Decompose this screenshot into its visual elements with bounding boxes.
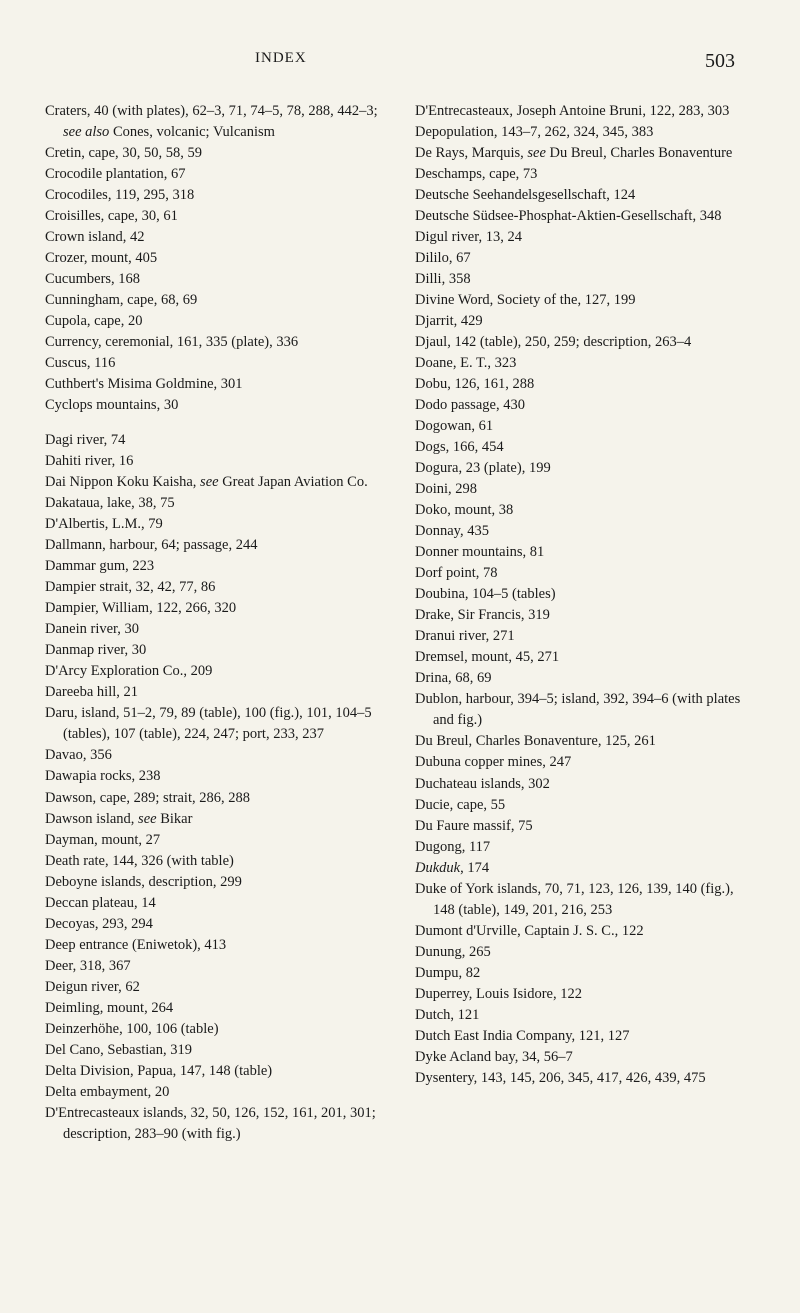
index-entry: Craters, 40 (with plates), 62–3, 71, 74–… bbox=[45, 101, 385, 143]
index-entry: Delta Division, Papua, 147, 148 (table) bbox=[45, 1061, 385, 1082]
index-entry: Dilli, 358 bbox=[415, 269, 755, 290]
index-entry: Doane, E. T., 323 bbox=[415, 353, 755, 374]
index-entry: Donner mountains, 81 bbox=[415, 542, 755, 563]
index-entry: Dareeba hill, 21 bbox=[45, 682, 385, 703]
index-entry: Dunung, 265 bbox=[415, 942, 755, 963]
index-entry: Dublon, harbour, 394–5; island, 392, 394… bbox=[415, 689, 755, 731]
index-entry: Danein river, 30 bbox=[45, 619, 385, 640]
index-entry: Deimling, mount, 264 bbox=[45, 998, 385, 1019]
index-entry: Dogura, 23 (plate), 199 bbox=[415, 458, 755, 479]
index-entry: Cuscus, 116 bbox=[45, 353, 385, 374]
index-entry: Duke of York islands, 70, 71, 123, 126, … bbox=[415, 879, 755, 921]
index-entry: Dranui river, 271 bbox=[415, 626, 755, 647]
index-entry: Dawson, cape, 289; strait, 286, 288 bbox=[45, 788, 385, 809]
index-entry: Dililo, 67 bbox=[415, 248, 755, 269]
index-entry: De Rays, Marquis, see Du Breul, Charles … bbox=[415, 143, 755, 164]
index-entry: Delta embayment, 20 bbox=[45, 1082, 385, 1103]
index-entry: Doko, mount, 38 bbox=[415, 500, 755, 521]
index-entry: Dallmann, harbour, 64; passage, 244 bbox=[45, 535, 385, 556]
index-entry: Dumont d'Urville, Captain J. S. C., 122 bbox=[415, 921, 755, 942]
index-entry: Dogs, 166, 454 bbox=[415, 437, 755, 458]
index-entry: Digul river, 13, 24 bbox=[415, 227, 755, 248]
index-entry: Cuthbert's Misima Goldmine, 301 bbox=[45, 374, 385, 395]
index-entry: Dysentery, 143, 145, 206, 345, 417, 426,… bbox=[415, 1068, 755, 1089]
index-entry: Dammar gum, 223 bbox=[45, 556, 385, 577]
index-entry: Croisilles, cape, 30, 61 bbox=[45, 206, 385, 227]
page-header: INDEX 503 bbox=[45, 50, 755, 73]
index-entry: Del Cano, Sebastian, 319 bbox=[45, 1040, 385, 1061]
index-entry: Dakataua, lake, 38, 75 bbox=[45, 493, 385, 514]
index-entry: Deigun river, 62 bbox=[45, 977, 385, 998]
index-entry: Deep entrance (Eniwetok), 413 bbox=[45, 935, 385, 956]
index-entry: Drina, 68, 69 bbox=[415, 668, 755, 689]
index-entry: Dutch East India Company, 121, 127 bbox=[415, 1026, 755, 1047]
index-entry: Dawapia rocks, 238 bbox=[45, 766, 385, 787]
index-entry: D'Entrecasteaux islands, 32, 50, 126, 15… bbox=[45, 1103, 385, 1145]
index-entry: Cucumbers, 168 bbox=[45, 269, 385, 290]
index-entry: Divine Word, Society of the, 127, 199 bbox=[415, 290, 755, 311]
index-entry: Davao, 356 bbox=[45, 745, 385, 766]
index-entry: Dawson island, see Bikar bbox=[45, 809, 385, 830]
index-entry: Deutsche Südsee-Phosphat-Aktien-Gesellsc… bbox=[415, 206, 755, 227]
index-entry: Cunningham, cape, 68, 69 bbox=[45, 290, 385, 311]
index-entry: Duchateau islands, 302 bbox=[415, 774, 755, 795]
index-entry: Dumpu, 82 bbox=[415, 963, 755, 984]
index-entry: Deinzerhöhe, 100, 106 (table) bbox=[45, 1019, 385, 1040]
header-title: INDEX bbox=[255, 50, 307, 73]
index-entry: Dagi river, 74 bbox=[45, 430, 385, 451]
index-entry: Cyclops mountains, 30 bbox=[45, 395, 385, 416]
index-entry: Du Faure massif, 75 bbox=[415, 816, 755, 837]
index-entry: Decoyas, 293, 294 bbox=[45, 914, 385, 935]
index-entry: Djarrit, 429 bbox=[415, 311, 755, 332]
index-entry: Donnay, 435 bbox=[415, 521, 755, 542]
index-entry: Daru, island, 51–2, 79, 89 (table), 100 … bbox=[45, 703, 385, 745]
index-entry: Djaul, 142 (table), 250, 259; descriptio… bbox=[415, 332, 755, 353]
index-entry: D'Albertis, L.M., 79 bbox=[45, 514, 385, 535]
index-entry: Doini, 298 bbox=[415, 479, 755, 500]
index-entry: Deccan plateau, 14 bbox=[45, 893, 385, 914]
index-entry: Dobu, 126, 161, 288 bbox=[415, 374, 755, 395]
index-entry: Dugong, 117 bbox=[415, 837, 755, 858]
index-entry: Dyke Acland bay, 34, 56–7 bbox=[415, 1047, 755, 1068]
index-entry: Dampier strait, 32, 42, 77, 86 bbox=[45, 577, 385, 598]
index-entry: Dahiti river, 16 bbox=[45, 451, 385, 472]
index-entry: Crown island, 42 bbox=[45, 227, 385, 248]
index-entry: Dukduk, 174 bbox=[415, 858, 755, 879]
index-entry: D'Arcy Exploration Co., 209 bbox=[45, 661, 385, 682]
index-entry: Dai Nippon Koku Kaisha, see Great Japan … bbox=[45, 472, 385, 493]
index-entry: Deschamps, cape, 73 bbox=[415, 164, 755, 185]
index-entry: Dorf point, 78 bbox=[415, 563, 755, 584]
index-entry: Death rate, 144, 326 (with table) bbox=[45, 851, 385, 872]
index-entry: Drake, Sir Francis, 319 bbox=[415, 605, 755, 626]
index-entry: D'Entrecasteaux, Joseph Antoine Bruni, 1… bbox=[415, 101, 755, 122]
index-entry: Danmap river, 30 bbox=[45, 640, 385, 661]
index-entry: Dogowan, 61 bbox=[415, 416, 755, 437]
index-entry: Dodo passage, 430 bbox=[415, 395, 755, 416]
index-entry: Duperrey, Louis Isidore, 122 bbox=[415, 984, 755, 1005]
index-entry: Crocodiles, 119, 295, 318 bbox=[45, 185, 385, 206]
index-entry: Cupola, cape, 20 bbox=[45, 311, 385, 332]
right-column: D'Entrecasteaux, Joseph Antoine Bruni, 1… bbox=[415, 101, 755, 1145]
index-entry: Depopulation, 143–7, 262, 324, 345, 383 bbox=[415, 122, 755, 143]
index-entry: Deer, 318, 367 bbox=[45, 956, 385, 977]
index-entry: Dremsel, mount, 45, 271 bbox=[415, 647, 755, 668]
index-content: Craters, 40 (with plates), 62–3, 71, 74–… bbox=[45, 101, 755, 1145]
index-entry: Currency, ceremonial, 161, 335 (plate), … bbox=[45, 332, 385, 353]
index-entry: Dayman, mount, 27 bbox=[45, 830, 385, 851]
index-entry: Ducie, cape, 55 bbox=[415, 795, 755, 816]
index-entry: Deboyne islands, description, 299 bbox=[45, 872, 385, 893]
index-entry: Crozer, mount, 405 bbox=[45, 248, 385, 269]
index-entry: Dutch, 121 bbox=[415, 1005, 755, 1026]
index-entry: Du Breul, Charles Bonaventure, 125, 261 bbox=[415, 731, 755, 752]
page-number: 503 bbox=[705, 50, 735, 73]
index-entry: Dampier, William, 122, 266, 320 bbox=[45, 598, 385, 619]
left-column: Craters, 40 (with plates), 62–3, 71, 74–… bbox=[45, 101, 385, 1145]
index-entry: Dubuna copper mines, 247 bbox=[415, 752, 755, 773]
index-entry: Cretin, cape, 30, 50, 58, 59 bbox=[45, 143, 385, 164]
index-entry: Deutsche Seehandelsgesellschaft, 124 bbox=[415, 185, 755, 206]
index-entry: Crocodile plantation, 67 bbox=[45, 164, 385, 185]
index-entry: Doubina, 104–5 (tables) bbox=[415, 584, 755, 605]
